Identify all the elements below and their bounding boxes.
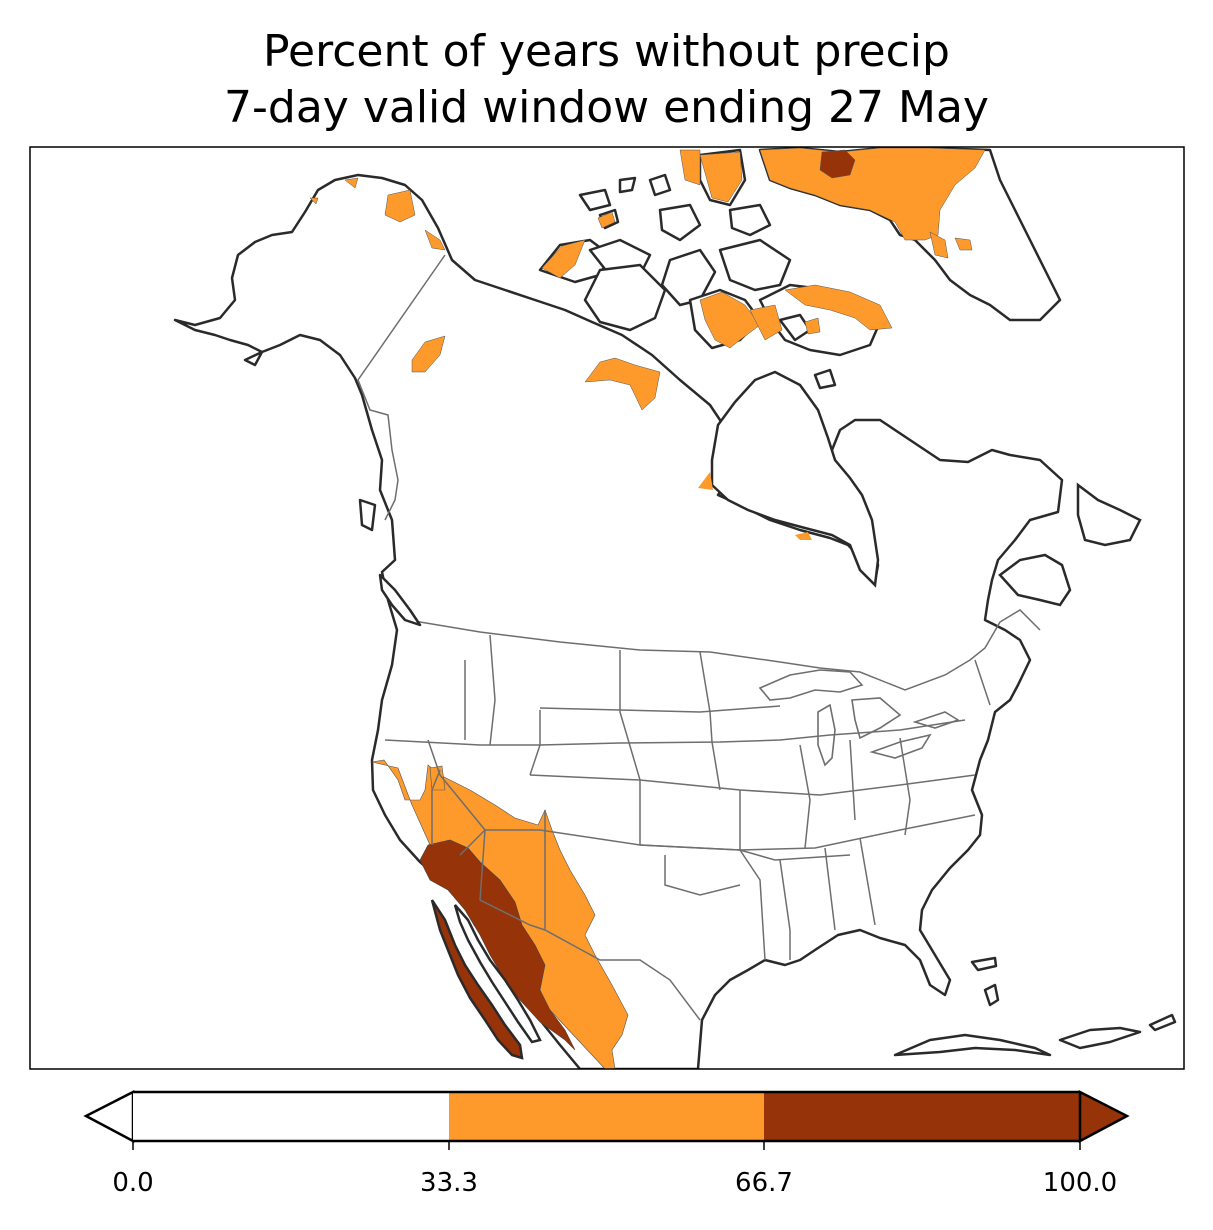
colorbar-tick-label: 100.0	[1042, 1168, 1118, 1198]
precip-zones-arctic	[309, 147, 986, 411]
precip-zone-high-southwest	[419, 839, 576, 1051]
gulf-of-california	[453, 904, 542, 1044]
colorbar-tick-label: 33.3	[420, 1168, 478, 1198]
colorbar	[83, 1089, 1130, 1150]
hudson-bay	[710, 370, 880, 588]
colorbar-extend-high	[1078, 1089, 1130, 1144]
baja-peninsula-high	[430, 899, 524, 1060]
map-frame	[29, 146, 1185, 1070]
colorbar-bin-mid	[449, 1092, 764, 1141]
colorbar-outline	[133, 1090, 1080, 1143]
newfoundland	[1076, 482, 1142, 547]
political-borders	[357, 254, 1041, 1021]
colorbar-bin-high	[764, 1092, 1080, 1141]
colorbar-bin-low	[133, 1092, 449, 1141]
caribbean-islands	[893, 956, 1177, 1057]
colorbar-extend-low	[83, 1089, 135, 1144]
lake-superior	[758, 669, 864, 701]
map-title-line-2: 7-day valid window ending 27 May	[224, 82, 989, 133]
hudson-west-shore-mid	[698, 472, 713, 490]
colorbar-tick-label: 0.0	[112, 1168, 154, 1198]
gulf-st-lawrence	[998, 553, 1072, 607]
colorbar-tick-label: 66.7	[735, 1168, 793, 1198]
lake-huron	[851, 697, 902, 740]
map-content	[173, 147, 1177, 1069]
map-title-line-1: Percent of years without precip	[263, 26, 950, 77]
james-bay-detail	[795, 532, 812, 540]
